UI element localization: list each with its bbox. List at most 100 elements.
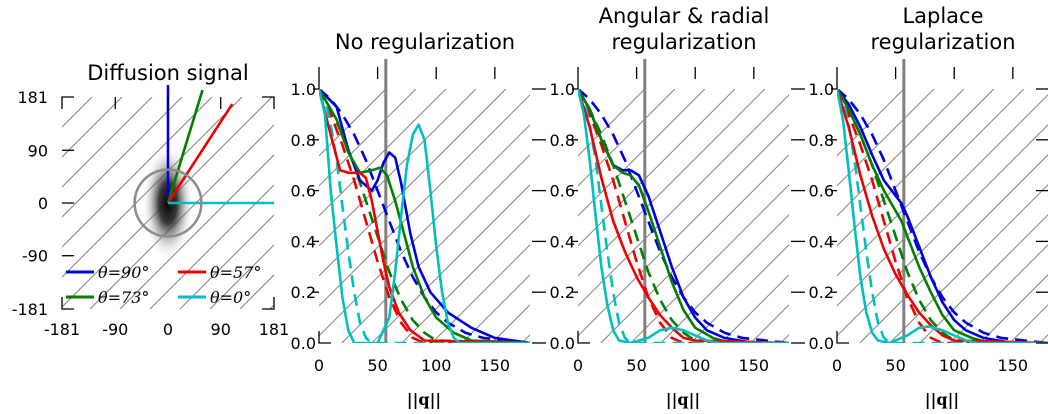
legend-label-deg0: θ=0° xyxy=(210,288,251,307)
ray-deg57 xyxy=(166,103,234,204)
hatch-line xyxy=(578,124,789,337)
legend: θ=90° θ=57° θ=73° θ=0° xyxy=(66,263,261,307)
solid-curve-deg57 xyxy=(319,89,530,343)
y-tick-label: 0.4 xyxy=(550,232,575,251)
solid-curve-deg57 xyxy=(578,89,789,343)
x-tick-label: 50 xyxy=(367,356,387,375)
y-tick-label: 0.6 xyxy=(291,182,316,201)
hatch-line xyxy=(889,184,1048,343)
hatch-line xyxy=(859,154,1048,343)
y-tick-label: 181 xyxy=(17,88,48,107)
hatch-line xyxy=(630,184,789,343)
x-tick-label: 100 xyxy=(421,356,452,375)
x-axis-label: ||q|| xyxy=(666,390,700,409)
hatch-line xyxy=(319,89,447,217)
curves xyxy=(319,89,530,343)
x-tick-label: -181 xyxy=(44,320,80,339)
hatch-line xyxy=(209,244,274,309)
y-tick-label: 0.6 xyxy=(550,182,575,201)
panel-title: regularization xyxy=(870,30,1015,54)
hatch-line xyxy=(319,89,417,187)
y-tick-label: 90 xyxy=(28,141,48,160)
y-tick-label: -90 xyxy=(22,247,48,266)
x-tick-label: 0 xyxy=(573,356,583,375)
solid-curve-deg0 xyxy=(319,89,530,343)
hatch-line xyxy=(578,94,789,307)
hatch-line xyxy=(319,124,530,337)
axis-frame xyxy=(318,67,331,344)
hatch-line xyxy=(62,97,213,248)
cutoff-circle xyxy=(133,168,203,238)
hatch-line xyxy=(578,89,676,187)
hatch-line xyxy=(690,244,789,343)
hatch-line xyxy=(837,89,935,187)
hatch-line xyxy=(62,97,153,188)
hatch-region xyxy=(837,89,1048,343)
hatch-line xyxy=(491,304,530,343)
curves xyxy=(837,89,1048,343)
hatch-line xyxy=(62,97,243,278)
heatmap-panel: Diffusion signal -181 -90 0 90 181 181 90 0 -90… xyxy=(12,61,290,339)
hatch-line xyxy=(431,244,530,343)
hatch-line xyxy=(341,154,530,343)
panel-title: Laplace xyxy=(902,4,983,28)
panel-title: regularization xyxy=(611,30,756,54)
hatch-line xyxy=(979,274,1048,343)
solid-curve-deg90 xyxy=(837,89,1048,343)
y-tick-label: -181 xyxy=(12,300,48,319)
solid-curve-deg0 xyxy=(837,89,1048,343)
hatch-line xyxy=(600,154,789,343)
y-tick-label: 0.4 xyxy=(291,232,316,251)
hatch-line xyxy=(792,89,1046,343)
frame-corner xyxy=(836,331,849,344)
hatch-line xyxy=(811,89,1048,343)
hatch-line xyxy=(991,89,1048,343)
dashed-curve-deg0 xyxy=(578,89,789,343)
hatch-line xyxy=(660,214,789,343)
heatmap-x-ticks: -181 -90 0 90 181 xyxy=(44,97,289,339)
hatch-line xyxy=(1021,89,1048,343)
hatch-line xyxy=(578,89,766,277)
y-tick-label: 1.0 xyxy=(291,80,316,99)
x-axis-label: ||q|| xyxy=(407,390,441,409)
hatch-line xyxy=(837,89,965,217)
frame-corner xyxy=(577,331,590,344)
hatch-line xyxy=(62,97,123,158)
frame-corner xyxy=(318,331,331,344)
axis-frame xyxy=(836,67,849,344)
dashed-curve-deg73 xyxy=(578,89,789,343)
hatch-region xyxy=(319,89,1046,343)
y-tick-label: 0.0 xyxy=(550,334,575,353)
hatch-line xyxy=(720,274,789,343)
heatmap-title: Diffusion signal xyxy=(87,61,249,85)
hatch-line xyxy=(949,244,1048,343)
y-tick-label: 0 xyxy=(38,194,48,213)
dashed-curve-deg0 xyxy=(837,89,1048,343)
x-tick-label: 100 xyxy=(939,356,970,375)
curves xyxy=(578,89,789,343)
y-tick-label: 0.6 xyxy=(809,182,834,201)
dashed-curve-deg90 xyxy=(319,89,530,343)
y-tick-label: 0.8 xyxy=(291,131,316,150)
hatch-line xyxy=(961,89,1048,343)
panel-title: Angular & radial xyxy=(599,4,770,28)
solid-curve-deg73 xyxy=(319,89,530,343)
dashed-curve-deg57 xyxy=(319,89,530,343)
x-tick-label: 181 xyxy=(259,320,290,339)
hatch-line xyxy=(837,94,1048,307)
solid-curve-deg57 xyxy=(837,89,1048,343)
hatch-line xyxy=(837,124,1048,337)
heatmap-frame xyxy=(61,96,275,310)
hatch-line xyxy=(319,89,477,247)
x-tick-label: 100 xyxy=(680,356,711,375)
legend-label-deg73: θ=73° xyxy=(98,288,149,307)
hatch-line xyxy=(750,304,789,343)
hatch-line xyxy=(732,89,986,343)
x-tick-label: 0 xyxy=(832,356,842,375)
hatch-line xyxy=(319,89,507,277)
x-tick-label: 150 xyxy=(739,356,770,375)
x-tick-label: 90 xyxy=(211,320,231,339)
x-tick-label: 0 xyxy=(163,320,173,339)
hatch-line xyxy=(578,89,736,247)
